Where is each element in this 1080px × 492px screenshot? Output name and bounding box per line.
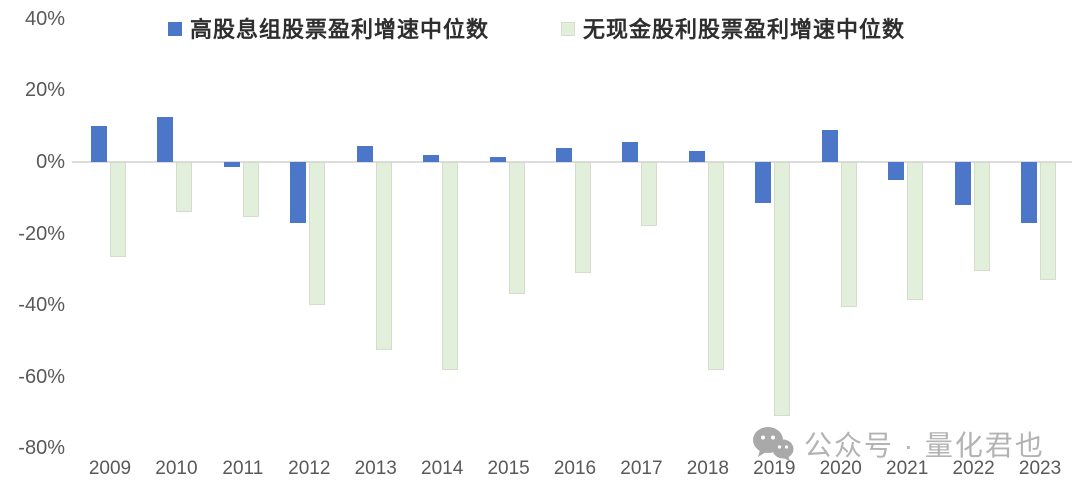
watermark-text: 公众号 · 量化君也 <box>804 430 1045 461</box>
y-tick-label--60: -60% <box>18 365 65 388</box>
wechat-icon <box>753 427 794 461</box>
legend-item-no-cash-dividend: 无现金股利股票盈利增速中位数 <box>561 12 905 44</box>
bar-no-cash-dividend-2016 <box>575 162 591 273</box>
bar-no-cash-dividend-2021 <box>907 162 924 300</box>
bar-no-cash-dividend-2019 <box>774 162 791 417</box>
watermark: 公众号 · 量化君也 <box>752 424 1045 464</box>
bar-no-cash-dividend-2023 <box>1040 162 1057 281</box>
legend-item-high-dividend: 高股息组股票盈利增速中位数 <box>168 12 489 44</box>
x-tick-label-2017: 2017 <box>620 458 663 479</box>
y-tick-label-20: 20% <box>24 79 65 102</box>
x-tick-label-2022: 2022 <box>952 458 995 479</box>
zero-axis-line <box>72 161 1072 163</box>
bar-high-dividend-2022 <box>954 162 971 205</box>
bar-no-cash-dividend-2018 <box>707 162 724 370</box>
bar-no-cash-dividend-2011 <box>242 162 259 218</box>
y-tick-label--40: -40% <box>18 294 65 317</box>
bar-high-dividend-2021 <box>888 162 905 180</box>
x-tick-label-2014: 2014 <box>421 458 464 479</box>
bar-high-dividend-2019 <box>755 162 772 204</box>
bar-no-cash-dividend-2017 <box>641 162 658 227</box>
legend-label-no-cash-dividend: 无现金股利股票盈利增速中位数 <box>583 17 906 42</box>
x-tick-label-2009: 2009 <box>88 458 132 479</box>
legend-swatch-blue-icon <box>168 22 182 36</box>
x-tick-label-2019: 2019 <box>753 458 796 479</box>
bar-high-dividend-2015 <box>489 156 506 162</box>
x-tick-label-2020: 2020 <box>819 458 862 479</box>
bar-high-dividend-2016 <box>556 147 572 162</box>
bar-no-cash-dividend-2022 <box>973 162 990 272</box>
bar-high-dividend-2010 <box>157 117 174 162</box>
x-tick-label-2023: 2023 <box>1018 458 1062 479</box>
x-tick-label-2018: 2018 <box>686 458 729 479</box>
x-tick-label-2013: 2013 <box>354 458 397 479</box>
bar-high-dividend-2018 <box>688 151 705 162</box>
x-tick-label-2011: 2011 <box>222 458 264 479</box>
y-tick-label--80: -80% <box>18 437 65 460</box>
bar-high-dividend-2011 <box>223 162 240 168</box>
x-tick-label-2016: 2016 <box>553 458 597 479</box>
bar-no-cash-dividend-2012 <box>309 162 326 306</box>
legend-label-high-dividend: 高股息组股票盈利增速中位数 <box>190 17 490 42</box>
bar-no-cash-dividend-2010 <box>176 162 193 213</box>
legend-swatch-green-icon <box>561 22 575 36</box>
bar-high-dividend-2013 <box>356 145 373 162</box>
bar-no-cash-dividend-2013 <box>375 162 392 350</box>
bar-no-cash-dividend-2020 <box>840 162 857 307</box>
y-tick-label-40: 40% <box>24 7 65 30</box>
bar-high-dividend-2020 <box>821 129 838 162</box>
bar-high-dividend-2009 <box>91 126 107 162</box>
bar-high-dividend-2014 <box>423 154 440 162</box>
bar-no-cash-dividend-2009 <box>110 162 126 257</box>
bar-no-cash-dividend-2015 <box>508 162 525 295</box>
bar-high-dividend-2023 <box>1021 162 1038 223</box>
y-tick-label-0: 0% <box>36 151 65 173</box>
bar-no-cash-dividend-2014 <box>442 162 459 370</box>
bar-high-dividend-2012 <box>290 162 307 223</box>
y-tick-label--20: -20% <box>18 222 65 245</box>
x-tick-label-2021: 2021 <box>886 458 929 479</box>
bar-high-dividend-2017 <box>622 142 639 162</box>
x-tick-label-2012: 2012 <box>288 458 331 479</box>
x-tick-label-2015: 2015 <box>487 458 530 479</box>
x-tick-label-2010: 2010 <box>155 458 198 479</box>
